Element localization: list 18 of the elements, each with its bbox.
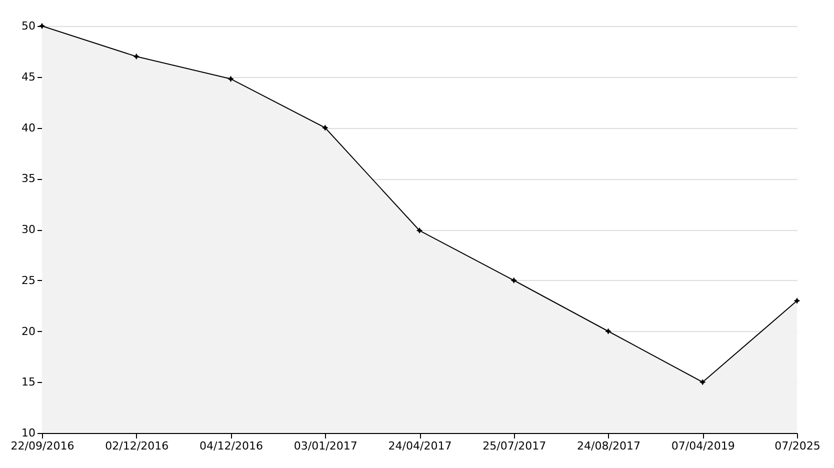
x-tick-label: 04/12/2016	[200, 440, 263, 452]
y-tick-label: 20	[22, 324, 36, 338]
x-tick-label: 24/08/2017	[577, 440, 640, 452]
x-tick-label: 22/09/2016	[10, 440, 74, 452]
x-tick-label: 07/04/2019	[671, 440, 735, 452]
y-tick-label: 25	[22, 274, 36, 287]
y-tick-label: 10	[22, 426, 36, 440]
y-tick-label: 45	[22, 70, 36, 84]
y-tick-label: 50	[22, 20, 36, 32]
y-tick-label: 15	[22, 376, 36, 389]
y-tick-label: 40	[22, 121, 36, 134]
y-tick-label: 35	[22, 172, 36, 186]
x-tick-label: 24/04/2017	[388, 440, 452, 452]
y-tick-label: 30	[22, 223, 36, 236]
x-tick-label: 07/2025	[774, 440, 820, 452]
x-tick-label: 25/07/2017	[482, 440, 546, 452]
x-tick-label: 02/12/2016	[105, 440, 169, 452]
x-tick-label: 03/01/2017	[294, 440, 358, 452]
